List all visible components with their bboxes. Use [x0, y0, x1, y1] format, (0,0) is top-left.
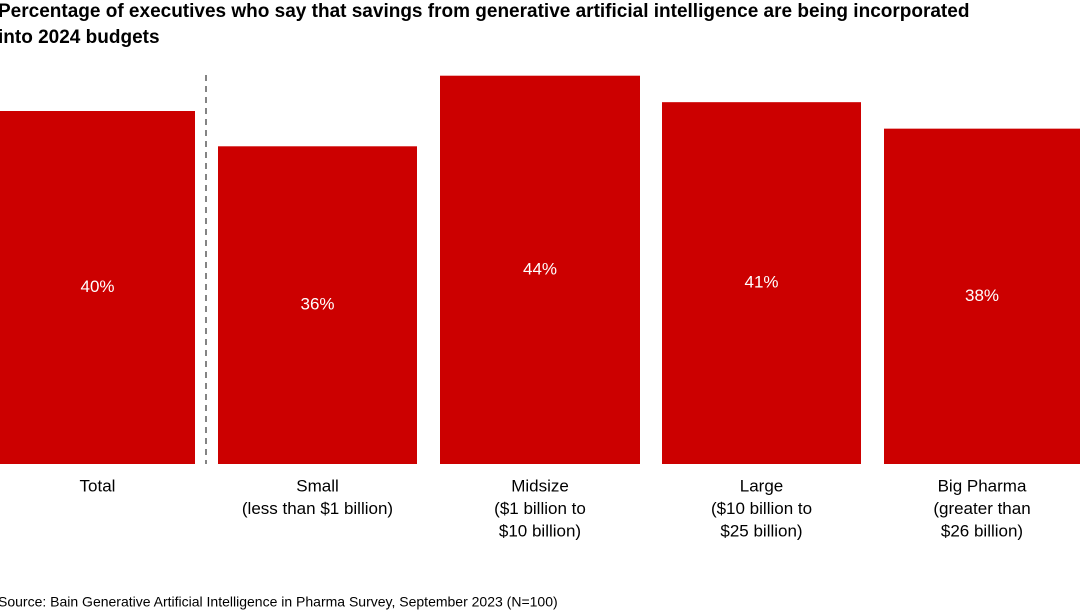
x-tick-label: $10 billion)	[499, 521, 581, 540]
x-tick-label: Big Pharma	[938, 476, 1027, 495]
x-tick-label: Midsize	[511, 476, 569, 495]
x-tick-label: ($1 billion to	[494, 499, 586, 518]
chart-title: into 2024 budgets	[0, 27, 160, 48]
bar	[440, 75, 640, 464]
value-label: 38%	[965, 286, 999, 305]
source: Source: Bain Generative Artificial Intel…	[0, 594, 558, 610]
x-tick-label: $26 billion)	[941, 521, 1023, 540]
x-tick-label: ($10 billion to	[711, 499, 812, 518]
value-label: 41%	[744, 273, 778, 292]
chart-title: Percentage of executives who say that sa…	[0, 1, 969, 22]
x-tick-label: Large	[740, 476, 783, 495]
bar	[662, 102, 861, 465]
value-label: 44%	[523, 259, 557, 278]
value-label: 40%	[80, 277, 114, 296]
bar	[884, 128, 1080, 464]
x-tick-label: $25 billion)	[720, 521, 802, 540]
x-tick-label: (greater than	[933, 499, 1030, 518]
x-tick-label: Small	[296, 476, 339, 495]
bar	[218, 146, 417, 465]
value-label: 36%	[300, 295, 334, 314]
bar	[0, 111, 195, 464]
x-tick-label: (less than $1 billion)	[242, 499, 393, 518]
x-tick-label: Total	[80, 476, 116, 495]
